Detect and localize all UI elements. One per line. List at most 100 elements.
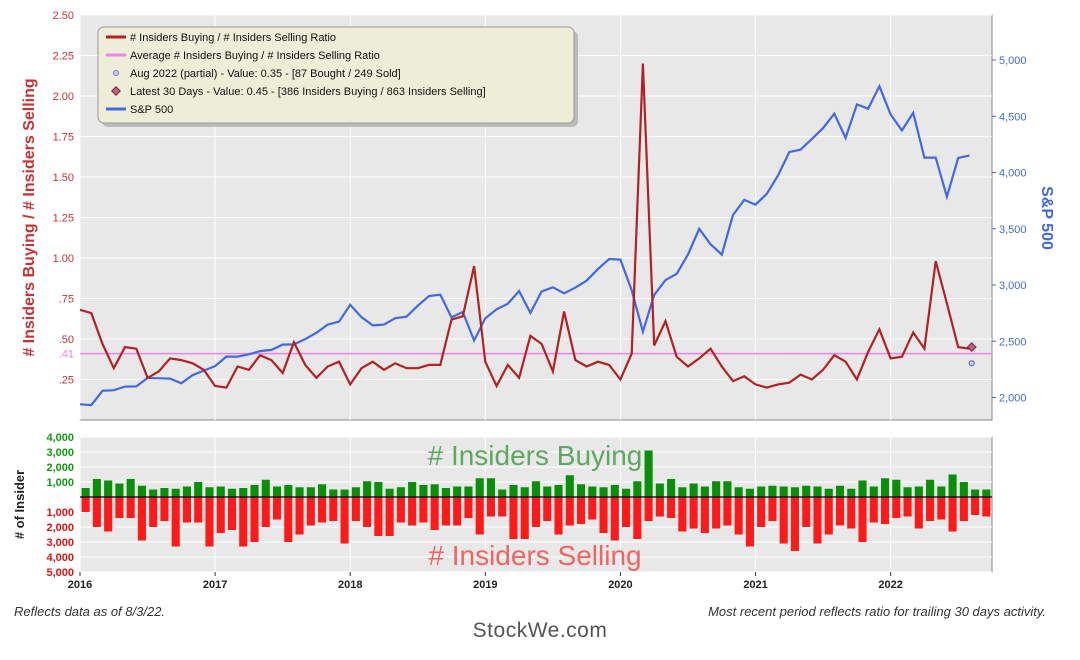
buying-bar bbox=[92, 479, 101, 497]
buying-bar bbox=[543, 486, 552, 497]
selling-bar bbox=[835, 497, 845, 526]
selling-bar bbox=[205, 497, 214, 547]
buying-bar bbox=[261, 479, 270, 497]
selling-bar bbox=[104, 497, 113, 532]
selling-bar bbox=[622, 497, 631, 527]
legend-diamond-swatch bbox=[111, 86, 121, 96]
buying-bar bbox=[723, 481, 732, 497]
selling-bar bbox=[745, 497, 754, 547]
legend-label: # Insiders Buying / # Insiders Selling R… bbox=[130, 32, 336, 44]
sp500-tick-label: 2,500 bbox=[999, 336, 1027, 348]
selling-bar bbox=[329, 497, 338, 521]
buying-bar bbox=[768, 485, 777, 497]
selling-bar bbox=[441, 497, 450, 526]
legend-label: Latest 30 Days - Value: 0.45 - [386 Insi… bbox=[130, 86, 486, 98]
buying-bar bbox=[880, 478, 890, 497]
selling-bar bbox=[847, 497, 856, 529]
count-axis-ticks: 4,000 3,000 2,000 1,000 1,000 2,000 3,000 4,000… bbox=[46, 432, 74, 579]
sp500-axis-label: S&P 500 bbox=[1038, 186, 1055, 250]
ratio-axis-label: # Insiders Buying / # Insiders Selling bbox=[21, 78, 38, 356]
buying-bar bbox=[239, 488, 248, 497]
count-tick-label: 1,000 bbox=[46, 477, 74, 489]
buying-bar bbox=[475, 478, 484, 497]
buying-bar bbox=[802, 485, 811, 497]
buying-bar bbox=[835, 485, 845, 497]
average-ratio-label: .41 bbox=[59, 349, 74, 361]
buying-bar bbox=[182, 486, 192, 497]
buying-bar bbox=[633, 481, 642, 497]
buying-bar bbox=[430, 484, 439, 497]
selling-bar bbox=[554, 497, 563, 535]
trailing-period-note: Most recent period reflects ratio for tr… bbox=[708, 604, 1046, 619]
selling-bar bbox=[453, 497, 462, 526]
insider-count-panel: # Insiders Buying # Insiders Selling 4,0… bbox=[12, 432, 993, 591]
buying-bar bbox=[813, 486, 822, 497]
selling-bar bbox=[734, 497, 743, 535]
buying-bar bbox=[227, 488, 237, 497]
ratio-tick-label: 1.50 bbox=[53, 172, 74, 184]
buying-bar bbox=[205, 487, 214, 497]
selling-bar bbox=[351, 497, 360, 521]
ratio-tick-label: 2.50 bbox=[53, 10, 74, 22]
selling-bar bbox=[768, 497, 777, 521]
buying-bar bbox=[363, 481, 372, 497]
selling-bar bbox=[700, 497, 709, 533]
selling-bar bbox=[306, 497, 315, 526]
buying-bar bbox=[689, 483, 698, 497]
data-as-of-note: Reflects data as of 8/3/22. bbox=[14, 604, 166, 619]
count-tick-label: 3,000 bbox=[46, 537, 74, 549]
selling-bar bbox=[272, 497, 282, 520]
buying-bar bbox=[667, 479, 676, 497]
selling-bar bbox=[115, 497, 124, 518]
legend-circle-swatch bbox=[112, 69, 120, 77]
selling-bar bbox=[813, 497, 822, 544]
selling-bar bbox=[565, 497, 574, 526]
selling-bar bbox=[824, 497, 833, 535]
buying-bar bbox=[340, 489, 349, 497]
buying-bar bbox=[622, 488, 631, 497]
stockwe-watermark: StockWe.com bbox=[472, 619, 608, 642]
selling-bar bbox=[644, 497, 653, 521]
selling-bar bbox=[419, 497, 428, 523]
selling-bar bbox=[948, 497, 957, 532]
buying-bar bbox=[655, 483, 664, 497]
year-axis-ticks: 2016 2017 2018 2019 2020 2021 2022 bbox=[68, 572, 903, 591]
buying-bar bbox=[374, 482, 383, 497]
buying-bar bbox=[892, 479, 901, 497]
selling-bar bbox=[216, 497, 225, 533]
insiders-selling-annotation: # Insiders Selling bbox=[428, 540, 641, 571]
sp500-axis-ticks: 2,000 2,500 3,000 3,500 4,000 4,500 5,000 bbox=[992, 55, 1027, 405]
selling-bar bbox=[712, 497, 721, 529]
count-tick-label: 3,000 bbox=[46, 447, 74, 459]
count-tick-label: 4,000 bbox=[46, 552, 74, 564]
year-tick-label: 2019 bbox=[473, 579, 497, 591]
buying-bar bbox=[137, 485, 146, 497]
selling-bar bbox=[531, 497, 541, 527]
buying-bar bbox=[464, 486, 473, 497]
selling-bar bbox=[171, 497, 180, 547]
ratio-tick-label: .50 bbox=[59, 334, 74, 346]
ratio-series-line bbox=[79, 63, 970, 389]
selling-bar bbox=[689, 497, 698, 529]
ratio-tick-label: 1.25 bbox=[53, 213, 74, 225]
buying-bar bbox=[959, 482, 968, 497]
ratio-panel: .25 .50 .75 1.00 1.25 1.50 1.75 2.00 2.25 2.50 2,… bbox=[21, 10, 1055, 421]
insiders-buying-annotation: # Insiders Buying bbox=[428, 440, 643, 471]
buying-bar bbox=[847, 488, 856, 497]
buying-bar bbox=[869, 486, 878, 497]
buying-bar bbox=[396, 487, 405, 497]
buying-bar bbox=[565, 475, 574, 497]
buying-bar bbox=[610, 485, 619, 497]
selling-bar bbox=[396, 497, 405, 523]
sp500-series-line bbox=[79, 83, 970, 407]
count-tick-label: 4,000 bbox=[46, 432, 74, 444]
selling-bar bbox=[610, 497, 619, 541]
chart-legend: # Insiders Buying / # Insiders Selling R… bbox=[97, 26, 578, 127]
selling-bar bbox=[498, 497, 507, 517]
buying-bar bbox=[272, 486, 282, 497]
buying-bar bbox=[453, 486, 462, 497]
legend-label: S&P 500 bbox=[130, 104, 173, 116]
selling-bar bbox=[880, 497, 890, 524]
selling-bar bbox=[194, 497, 203, 523]
